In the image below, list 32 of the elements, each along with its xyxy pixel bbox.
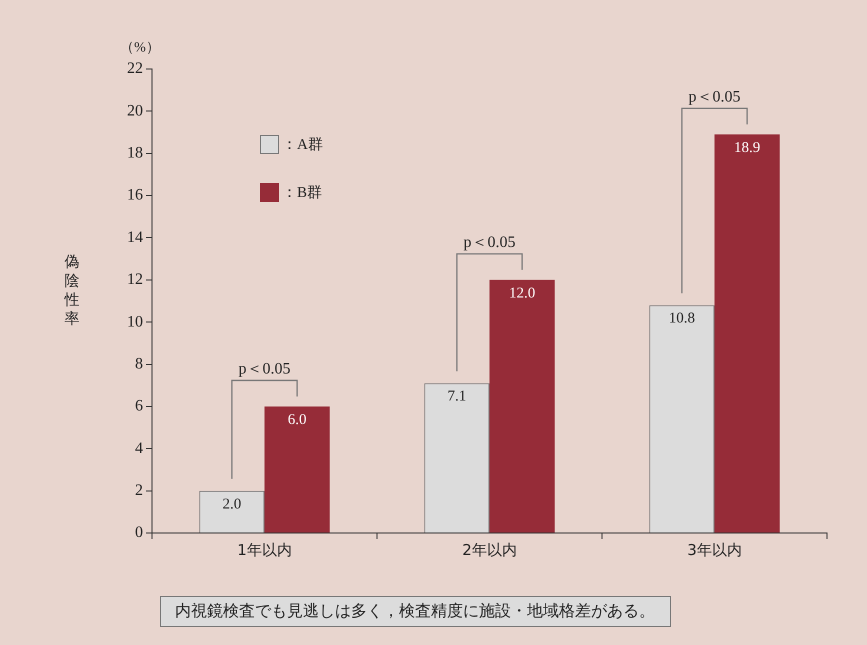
y-tick-label: 22: [127, 60, 143, 78]
data-label: 2.0: [222, 496, 242, 512]
y-tick-label: 12: [127, 271, 143, 288]
y-tick-label: 2: [135, 482, 143, 500]
x-tick-label: 1年以内: [237, 540, 292, 559]
x-tick-label: 3年以内: [687, 540, 742, 559]
y-tick-label: 18: [127, 144, 143, 162]
data-label: 12.0: [509, 285, 536, 302]
x-tick-label: 2年以内: [462, 540, 517, 559]
data-label: 18.9: [734, 140, 760, 156]
legend-label: ：B群: [282, 184, 322, 201]
y-tick-label: 0: [135, 524, 143, 542]
y-tick-label: 6: [135, 398, 143, 415]
annotation: p＜0.05: [688, 88, 740, 106]
data-label: 6.0: [288, 412, 306, 428]
text: 内視鏡検査でも見逃しは多く，検査精度に施設・地域格差がある。: [175, 601, 655, 620]
data-label: 10.8: [668, 310, 695, 327]
y-tick-label: 8: [135, 355, 143, 372]
annotation: p＜0.05: [464, 234, 516, 252]
y-tick-label: 20: [127, 102, 143, 120]
bar: [264, 406, 330, 532]
bar: [490, 280, 555, 532]
y-tick-label: 4: [135, 440, 143, 457]
y-tick-label: 14: [127, 228, 143, 246]
y-tick-label: 10: [127, 313, 143, 330]
bar: [714, 134, 780, 532]
text: （%）: [120, 40, 160, 56]
data-label: 7.1: [448, 388, 466, 405]
annotation: p＜0.05: [238, 360, 290, 378]
legend-label: ：A群: [282, 136, 323, 153]
y-tick-label: 16: [127, 186, 143, 204]
y-axis-title: 偽陰性率: [64, 252, 80, 328]
